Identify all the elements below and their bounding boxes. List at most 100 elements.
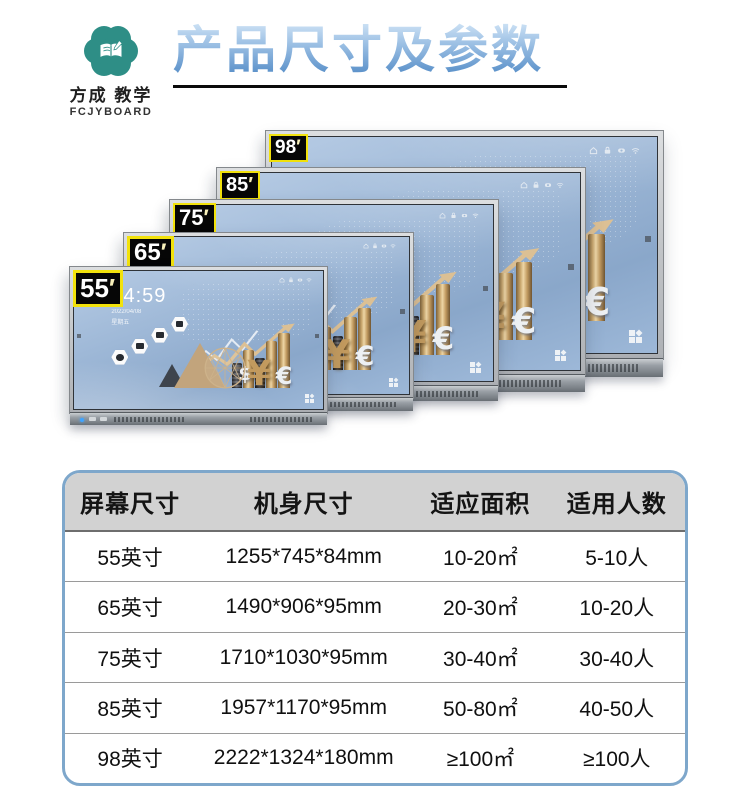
home-icon bbox=[589, 146, 598, 155]
camera-icon bbox=[544, 181, 552, 189]
euro-symbol: € bbox=[432, 320, 455, 357]
apps-grid-icon bbox=[469, 361, 482, 374]
brand-block: 方成 教学 FCJYBOARD bbox=[53, 24, 169, 118]
dark-bar bbox=[332, 335, 344, 371]
yen-symbol: ¥ bbox=[323, 333, 351, 379]
size-badge-number: 98 bbox=[275, 137, 297, 158]
side-button bbox=[482, 285, 488, 291]
gold-bar bbox=[515, 261, 532, 341]
table-cell: 20-30㎡ bbox=[443, 597, 518, 621]
table-cell: ≥100人 bbox=[582, 748, 651, 772]
camera-icon bbox=[381, 243, 387, 249]
table-header-cell: 适用人数 bbox=[566, 491, 667, 518]
speaker-grille bbox=[326, 401, 396, 408]
clock-time: 14:59 bbox=[111, 285, 167, 308]
app-hexagon bbox=[111, 349, 129, 365]
euro-symbol: € bbox=[355, 341, 375, 373]
table-header-cell: 机身尺寸 bbox=[253, 491, 354, 518]
apps-grid-cell bbox=[475, 368, 481, 374]
world-map-dots bbox=[181, 282, 311, 343]
size-badge-prime: ′ bbox=[160, 239, 167, 266]
speaker-grille bbox=[249, 416, 312, 422]
apps-grid-cell bbox=[555, 350, 561, 356]
apps-grid-icon bbox=[389, 377, 399, 387]
table-cell: 10-20㎡ bbox=[443, 546, 518, 570]
wifi-icon bbox=[306, 277, 312, 283]
statusbar-icons bbox=[589, 146, 640, 155]
table-body: 55英寸 1255*745*84mm 10-20㎡ 5-10人 65英寸 1490*906… bbox=[65, 532, 685, 783]
apps-grid-cell bbox=[304, 398, 309, 403]
gold-bar bbox=[435, 284, 451, 355]
wifi-icon bbox=[472, 212, 479, 219]
app-hexagon bbox=[171, 316, 189, 332]
gold-bar bbox=[587, 234, 606, 321]
camera-icon bbox=[617, 146, 626, 155]
camera-icon bbox=[297, 277, 303, 283]
display-screen: $ ¥ €14:59 2022/04/08 星期五 bbox=[73, 270, 324, 410]
table-cell: 1957*1170*95mm bbox=[220, 695, 387, 719]
dark-bar bbox=[255, 357, 265, 389]
euro-symbol: € bbox=[275, 362, 293, 391]
apps-grid-cell bbox=[389, 382, 394, 387]
size-badge-number: 55 bbox=[80, 273, 109, 303]
home-icon bbox=[363, 243, 369, 249]
gold-bar bbox=[344, 317, 357, 371]
home-icon bbox=[439, 212, 446, 219]
side-button bbox=[399, 309, 405, 315]
yen-symbol: ¥ bbox=[247, 354, 272, 395]
screen-clock: 14:59 2022/04/08 星期五 bbox=[111, 286, 166, 326]
apps-grid-icon bbox=[555, 349, 567, 362]
apps-grid-cell bbox=[394, 382, 399, 387]
title-underline bbox=[173, 85, 567, 88]
table-header-cell: 屏幕尺寸 bbox=[80, 491, 181, 518]
front-port bbox=[99, 417, 107, 422]
size-badge-prime: ′ bbox=[296, 137, 301, 158]
power-led bbox=[80, 417, 85, 422]
apps-grid-cell bbox=[469, 362, 475, 368]
app-hexagon bbox=[131, 338, 149, 354]
apps-grid-cell bbox=[469, 368, 475, 374]
side-button-left bbox=[77, 334, 82, 339]
clock-weekday: 星期五 bbox=[111, 320, 130, 327]
lock-icon bbox=[288, 277, 294, 283]
table-cell: 65英寸 bbox=[97, 597, 163, 621]
camera-icon bbox=[461, 212, 468, 219]
table-header-cell: 适应面积 bbox=[430, 491, 531, 518]
speaker-grille bbox=[474, 380, 563, 388]
home-icon bbox=[520, 181, 528, 189]
speaker-grille bbox=[399, 390, 479, 397]
lock-icon bbox=[450, 212, 457, 219]
display-frame: $ ¥ €14:59 2022/04/08 星期五 bbox=[69, 266, 328, 414]
gold-bar bbox=[278, 333, 290, 389]
gold-bar bbox=[497, 273, 514, 341]
gold-bar bbox=[358, 307, 372, 371]
gold-bar bbox=[242, 349, 254, 389]
table-cell: 85英寸 bbox=[97, 697, 163, 721]
size-badge-number: 75 bbox=[179, 205, 204, 230]
size-badge-55: 55′ bbox=[73, 270, 124, 307]
spec-table: 屏幕尺寸 机身尺寸 适应面积 适用人数 55英寸 1255*745*84mm 10-20㎡… bbox=[62, 470, 688, 786]
briefcase-icon bbox=[155, 332, 164, 338]
app-hexagon bbox=[151, 327, 169, 343]
wifi-icon bbox=[390, 243, 396, 249]
gold-bar bbox=[265, 341, 277, 389]
size-badge-prime: ′ bbox=[248, 174, 254, 196]
book-icon bbox=[96, 37, 126, 65]
table-header-row: 屏幕尺寸 机身尺寸 适应面积 适用人数 bbox=[65, 473, 685, 532]
table-cell: 1255*745*84mm bbox=[225, 544, 382, 568]
table-row: 98英寸 2222*1324*180mm ≥100㎡ ≥100人 bbox=[65, 734, 685, 783]
side-button bbox=[644, 236, 651, 243]
statusbar-icons bbox=[363, 243, 396, 249]
apps-grid-icon bbox=[304, 393, 314, 403]
compass-icon bbox=[116, 353, 124, 361]
table-cell: 1710*1030*95mm bbox=[219, 645, 388, 669]
table-cell: 30-40人 bbox=[579, 647, 655, 671]
display-55: $ ¥ €14:59 2022/04/08 星期五 55′ bbox=[69, 266, 328, 425]
table-cell: 98英寸 bbox=[97, 748, 163, 772]
page-title: 产品尺寸及参数 bbox=[173, 20, 567, 80]
statusbar-icons bbox=[439, 212, 479, 219]
lock-icon bbox=[372, 243, 378, 249]
table-row: 75英寸 1710*1030*95mm 30-40㎡ 30-40人 bbox=[65, 633, 685, 684]
